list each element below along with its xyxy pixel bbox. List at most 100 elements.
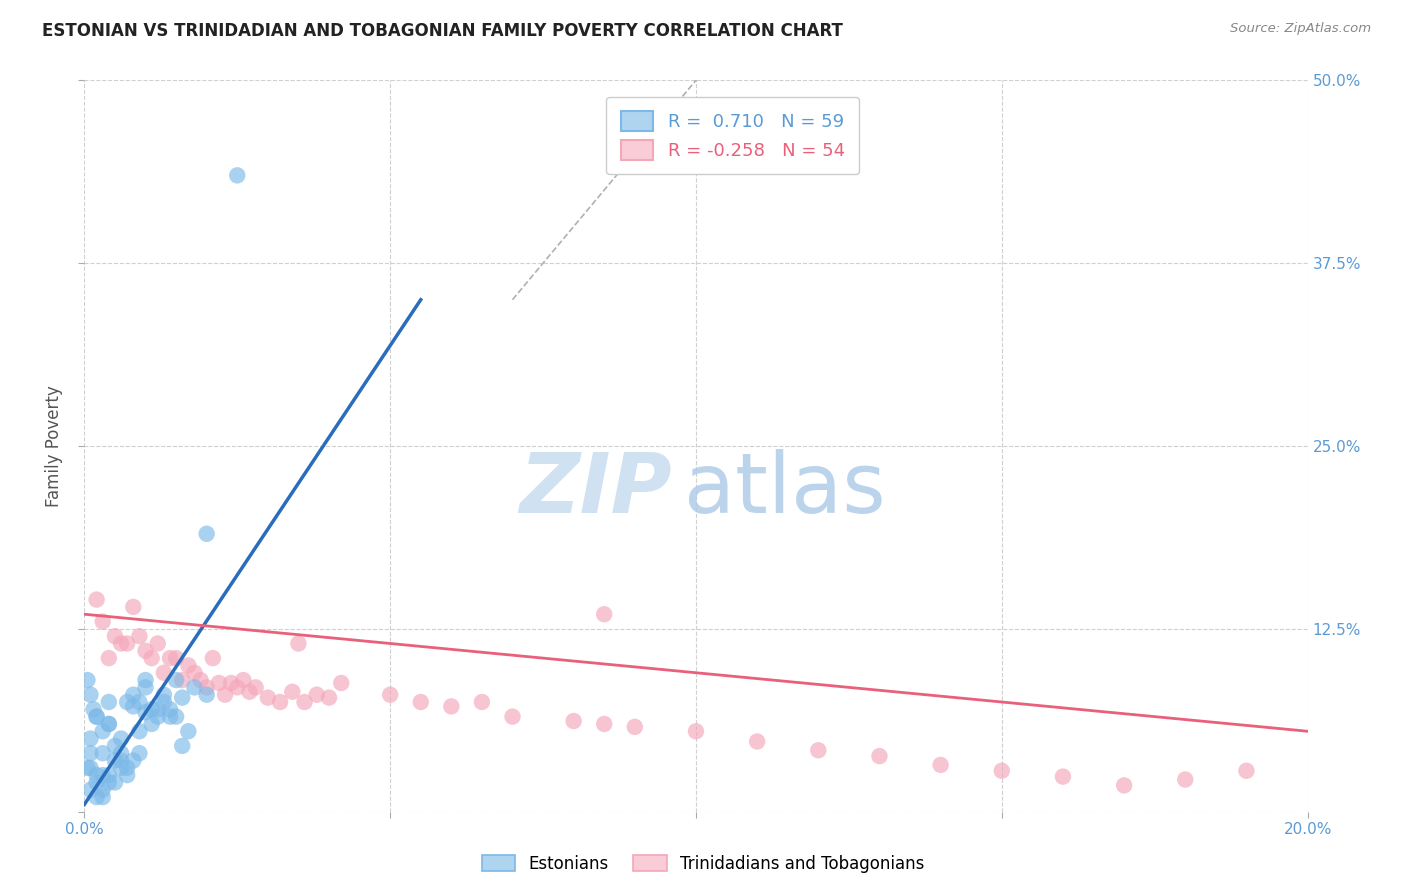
Point: [135, 673, 157, 687]
Point: [91, 790, 114, 805]
Point: [128, 724, 150, 739]
Point: [86, 709, 108, 723]
Point: [281, 685, 304, 699]
Point: [159, 702, 181, 716]
Point: [232, 673, 254, 687]
Point: [97, 651, 120, 665]
Point: [97, 768, 120, 782]
Point: [201, 651, 224, 665]
Point: [1236, 764, 1258, 778]
Point: [177, 724, 200, 739]
Point: [593, 607, 616, 622]
Point: [146, 636, 169, 650]
Point: [214, 688, 236, 702]
Point: [86, 790, 108, 805]
Point: [380, 688, 402, 702]
Point: [1174, 772, 1197, 787]
Point: [86, 592, 108, 607]
Point: [91, 724, 114, 739]
Point: [146, 702, 169, 716]
Point: [104, 629, 127, 643]
Point: [141, 651, 163, 665]
Point: [76, 673, 98, 687]
Point: [318, 690, 340, 705]
Point: [929, 758, 952, 772]
Legend: Estonians, Trinidadians and Tobagonians: Estonians, Trinidadians and Tobagonians: [475, 848, 931, 880]
Point: [183, 681, 205, 695]
Point: [122, 688, 145, 702]
Point: [135, 681, 157, 695]
Point: [208, 676, 231, 690]
Point: [104, 754, 127, 768]
Point: [195, 681, 218, 695]
Point: [172, 690, 194, 705]
Point: [141, 702, 163, 716]
Point: [159, 651, 181, 665]
Point: [269, 695, 291, 709]
Point: [257, 690, 280, 705]
Point: [86, 709, 108, 723]
Point: [110, 636, 132, 650]
Point: [153, 665, 176, 680]
Point: [226, 169, 249, 183]
Point: [165, 709, 187, 723]
Text: Source: ZipAtlas.com: Source: ZipAtlas.com: [1230, 22, 1371, 36]
Point: [115, 761, 138, 775]
Point: [177, 658, 200, 673]
Point: [562, 714, 585, 728]
Point: [165, 651, 187, 665]
Point: [86, 768, 108, 782]
Point: [146, 709, 169, 723]
Point: [195, 526, 218, 541]
Point: [624, 720, 647, 734]
Point: [172, 739, 194, 753]
Y-axis label: Family Poverty: Family Poverty: [45, 385, 63, 507]
Point: [159, 709, 181, 723]
Point: [807, 743, 830, 757]
Point: [110, 731, 132, 746]
Point: [190, 673, 212, 687]
Point: [91, 768, 114, 782]
Point: [502, 709, 524, 723]
Point: [1114, 778, 1136, 792]
Point: [409, 695, 432, 709]
Point: [104, 775, 127, 789]
Point: [122, 754, 145, 768]
Point: [91, 782, 114, 797]
Point: [97, 695, 120, 709]
Point: [172, 673, 194, 687]
Legend: R =  0.710   N = 59, R = -0.258   N = 54: R = 0.710 N = 59, R = -0.258 N = 54: [606, 96, 859, 174]
Point: [76, 761, 98, 775]
Point: [110, 746, 132, 760]
Point: [991, 764, 1014, 778]
Point: [83, 702, 105, 716]
Point: [1052, 770, 1074, 784]
Text: ZIP: ZIP: [519, 450, 672, 531]
Point: [165, 673, 187, 687]
Point: [195, 688, 218, 702]
Point: [91, 615, 114, 629]
Point: [79, 688, 101, 702]
Point: [122, 699, 145, 714]
Point: [294, 695, 316, 709]
Point: [330, 676, 353, 690]
Point: [128, 629, 150, 643]
Point: [128, 695, 150, 709]
Point: [219, 676, 242, 690]
Point: [104, 739, 127, 753]
Point: [305, 688, 328, 702]
Point: [685, 724, 707, 739]
Point: [115, 636, 138, 650]
Point: [226, 681, 249, 695]
Point: [97, 717, 120, 731]
Point: [287, 636, 309, 650]
Point: [122, 599, 145, 614]
Point: [245, 681, 267, 695]
Point: [747, 734, 769, 748]
Point: [128, 746, 150, 760]
Point: [153, 688, 176, 702]
Point: [153, 695, 176, 709]
Point: [79, 782, 101, 797]
Point: [183, 665, 205, 680]
Point: [135, 644, 157, 658]
